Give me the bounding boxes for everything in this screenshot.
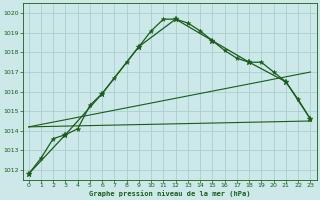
- X-axis label: Graphe pression niveau de la mer (hPa): Graphe pression niveau de la mer (hPa): [89, 190, 250, 197]
